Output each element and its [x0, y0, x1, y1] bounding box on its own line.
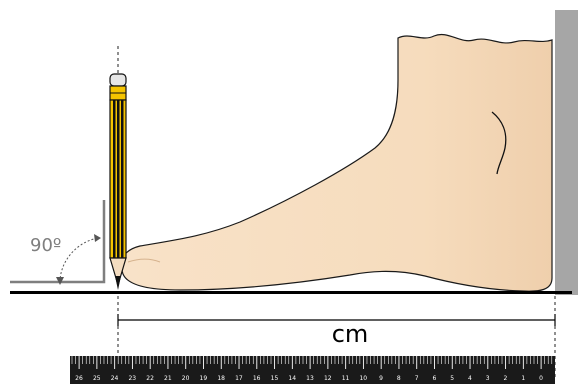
ruler-number: 8	[397, 375, 401, 382]
floor-line	[10, 291, 572, 294]
angle-label: 90º	[30, 235, 61, 256]
ruler-number: 21	[164, 375, 172, 382]
angle-arrowhead-bottom	[56, 277, 64, 285]
ruler-number: 3	[486, 375, 490, 382]
ruler-number: 26	[75, 375, 83, 382]
ruler-number: 15	[271, 375, 279, 382]
ankle-line	[491, 111, 507, 175]
pencil-icon	[109, 73, 127, 290]
ruler-number: 19	[200, 375, 208, 382]
ruler-number: 14	[288, 375, 296, 382]
ruler-number: 2	[504, 375, 508, 382]
ruler-number: 25	[93, 375, 101, 382]
foot-icon	[120, 34, 553, 292]
ruler-icon: 26 25 24 23 22 21 20 19 18 17 16 15 14 13 12 11 10 9 8 7 6 5 4…	[70, 356, 555, 384]
ruler-number: 9	[379, 375, 383, 382]
ruler-number: 6	[432, 375, 436, 382]
ruler-number: 22	[146, 375, 154, 382]
ruler-number: 16	[253, 375, 261, 382]
toe-crease	[127, 258, 161, 263]
ruler-number: 10	[359, 375, 367, 382]
ruler-number: 18	[217, 375, 225, 382]
ruler-number: 20	[182, 375, 190, 382]
ruler-number: 5	[450, 375, 454, 382]
ruler-number: 17	[235, 375, 243, 382]
wall	[555, 10, 578, 295]
ruler-number: 23	[128, 375, 136, 382]
ruler-number: 0	[539, 375, 543, 382]
right-angle-bracket	[10, 200, 106, 284]
angle-arrowhead-top	[94, 234, 101, 242]
ruler-number: 13	[306, 375, 314, 382]
angle-arrow-icon	[59, 237, 99, 283]
ruler-number: 24	[111, 375, 119, 382]
ruler-number: 7	[415, 375, 419, 382]
ruler-number: 12	[324, 375, 332, 382]
ruler-number: 1	[521, 375, 525, 382]
ruler-number: 11	[342, 375, 350, 382]
unit-label: cm	[332, 320, 369, 348]
ruler-number: 4	[468, 375, 472, 382]
